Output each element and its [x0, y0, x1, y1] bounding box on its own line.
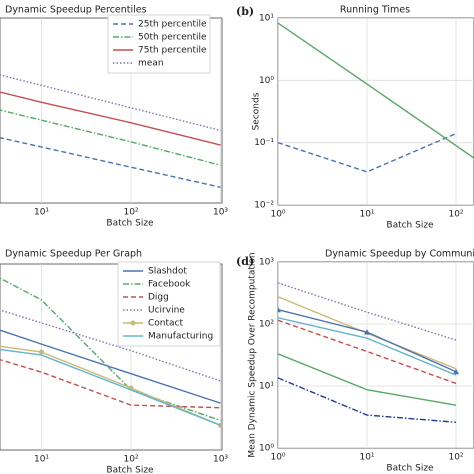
legend: 25th percentile 50th percentile 75th perce…: [107, 14, 211, 74]
y-tick-label: 10⁰: [259, 444, 274, 454]
legend-box: [117, 261, 221, 347]
chart-title: Dynamic Speedup Per Graph: [5, 249, 142, 260]
y-tick-label: 10³: [259, 258, 274, 268]
x-tick-label: 10³: [213, 208, 228, 218]
plot-area: [277, 261, 474, 449]
chart-title: Dynamic Speedup by Community Size: [325, 249, 474, 260]
marker: [364, 329, 370, 335]
marker: [39, 349, 44, 355]
panel-label: (b): [236, 5, 254, 18]
legend-marker: [130, 320, 136, 326]
plot: [0, 264, 222, 450]
series-line: [0, 109, 221, 166]
series-line: [0, 91, 221, 146]
series-line: [278, 317, 457, 376]
legend-label: 75th percentile: [138, 46, 207, 56]
y-axis-label: Seconds: [252, 92, 262, 130]
x-tick-label: 10⁰: [270, 210, 285, 220]
legend-label: Ucirvine: [148, 306, 185, 316]
chart-title: Running Times: [340, 5, 410, 16]
plot-area: [277, 17, 474, 206]
x-tick-label: 10¹: [34, 208, 49, 218]
x-tick-label: 10³: [213, 455, 228, 465]
legend-label: Digg: [148, 293, 169, 303]
legend-label: Manufacturing: [148, 332, 213, 342]
panel-label: (d): [236, 255, 254, 268]
x-axis-label: Batch Size: [386, 464, 434, 474]
x-tick-label: 10¹: [34, 455, 49, 465]
y-tick-label: 10⁻¹: [254, 138, 274, 148]
x-tick-label: 10²: [123, 208, 138, 218]
series-line: [0, 277, 221, 422]
x-tick-label: 10²: [448, 210, 463, 220]
legend-label: mean: [138, 59, 164, 69]
x-axis-label: Batch Size: [106, 219, 154, 229]
legend: Slashdot Facebook Digg Ucirvine Contact Manuf…: [117, 261, 221, 347]
series-line: [278, 22, 474, 159]
legend-label: Contact: [148, 319, 183, 329]
series-line: [278, 377, 457, 423]
series-line: [0, 137, 221, 188]
legend-label: 50th percentile: [138, 33, 207, 43]
series-line: [0, 309, 221, 382]
series-line: [0, 345, 221, 426]
y-tick-label: 10⁰: [259, 76, 274, 86]
x-tick-label: 10¹: [359, 210, 374, 220]
marker: [453, 368, 459, 375]
legend-label: Slashdot: [148, 267, 187, 277]
marker: [278, 306, 281, 313]
x-axis-label: Batch Size: [386, 221, 434, 231]
x-tick-label: 10⁰: [270, 453, 285, 463]
y-axis-label: Mean Dynamic Speedup Over Recomputation: [248, 252, 258, 457]
x-tick-label: 10²: [448, 453, 463, 463]
y-tick-label: 10¹: [259, 382, 274, 392]
x-axis-label: Batch Size: [106, 466, 154, 474]
legend-label: Facebook: [148, 280, 191, 290]
series-line: [0, 329, 221, 404]
y-tick-label: 10⁻²: [254, 201, 274, 211]
y-tick-label: 10¹: [259, 14, 274, 24]
y-tick-label: 10²: [259, 320, 274, 330]
legend-label: 25th percentile: [138, 20, 207, 30]
series-line: [0, 348, 221, 426]
plot: [278, 262, 474, 448]
chart-title: Dynamic Speedup Percentiles: [5, 5, 147, 16]
series-line: [278, 353, 457, 406]
plot: [278, 18, 474, 205]
x-tick-label: 10²: [123, 455, 138, 465]
x-tick-label: 10¹: [359, 453, 374, 463]
